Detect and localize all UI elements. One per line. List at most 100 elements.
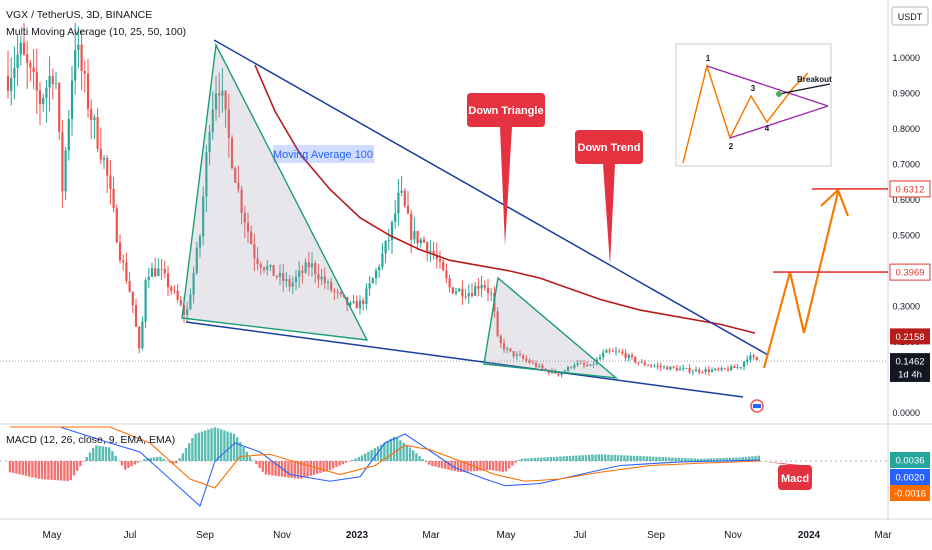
candle-body	[330, 282, 333, 291]
macd-histogram-bar	[114, 455, 117, 461]
macd-histogram-bar	[636, 455, 639, 461]
candle-body	[77, 44, 80, 51]
candle	[42, 93, 45, 112]
macd-histogram-bar	[18, 461, 21, 475]
macd-histogram-bar	[165, 460, 168, 462]
candle-body	[102, 157, 106, 160]
candle	[253, 233, 256, 271]
candle	[10, 57, 13, 106]
candle-body	[394, 213, 397, 222]
candle	[77, 26, 80, 69]
price-tick-label: 0.3000	[892, 302, 920, 312]
macd-histogram-bar	[108, 447, 111, 461]
candle	[224, 90, 227, 128]
candle-body	[614, 351, 618, 353]
candle	[173, 285, 176, 295]
candle	[352, 295, 355, 305]
macd-histogram-bar	[501, 461, 504, 472]
macd-histogram-bar	[296, 461, 300, 479]
candle	[691, 369, 694, 376]
candle-body	[470, 293, 474, 296]
candle	[611, 348, 614, 353]
candle-body	[755, 356, 758, 361]
candle	[614, 346, 618, 356]
price-tag-bg	[890, 328, 930, 345]
candle-body	[576, 362, 579, 366]
macd-histogram-bar	[431, 461, 434, 467]
down-triangle-callout-label: Down Triangle	[468, 105, 543, 117]
macd-histogram-bar	[735, 457, 738, 461]
macd-histogram-bar	[319, 461, 322, 473]
candle	[592, 360, 595, 368]
macd-histogram-bar	[140, 460, 143, 462]
macd-histogram-bar	[261, 461, 264, 472]
candle-body	[675, 367, 678, 371]
candle	[170, 284, 173, 295]
macd-histogram-bar	[408, 447, 412, 461]
macd-histogram-bar	[316, 461, 319, 474]
candle	[211, 91, 214, 140]
candle-body	[643, 362, 646, 366]
macd-histogram-bar	[549, 457, 552, 461]
candles	[6, 22, 758, 378]
candle-body	[106, 157, 109, 176]
candle	[438, 250, 442, 269]
candle	[509, 348, 512, 353]
time-label: Nov	[273, 530, 291, 541]
candle-body	[406, 205, 410, 214]
candle-body	[90, 108, 93, 121]
candle-body	[96, 117, 99, 149]
macd-histogram-bar	[188, 443, 191, 461]
candle	[374, 267, 378, 285]
candle-body	[160, 268, 163, 270]
candle-body	[691, 371, 694, 373]
macd-histogram-bar	[47, 461, 50, 480]
candle-body	[698, 369, 701, 373]
macd-histogram-bar	[415, 453, 418, 461]
price-tag-bg	[890, 365, 930, 382]
candle	[102, 155, 106, 169]
candle	[746, 355, 749, 366]
macd-histogram-bar	[661, 457, 664, 461]
price-tick-label: 0.7000	[892, 160, 920, 170]
macd-tag: -0.0016	[894, 489, 926, 500]
candle	[230, 135, 234, 170]
candle-body	[630, 354, 634, 357]
candle	[147, 267, 150, 289]
macd-histogram-bar	[453, 461, 456, 472]
candle-body	[157, 268, 160, 276]
candle	[528, 358, 531, 364]
candle-body	[608, 350, 611, 352]
candle	[48, 56, 51, 112]
candle	[675, 364, 678, 372]
macd-tag: 0.0020	[895, 473, 924, 484]
macd-tag-bg	[890, 485, 930, 501]
macd-title: MACD (12, 26, close, 9, EMA, EMA)	[6, 434, 176, 446]
candle	[490, 288, 493, 302]
candle-body	[640, 362, 643, 364]
candle-body	[416, 230, 419, 244]
macd-histogram-bar	[581, 455, 584, 461]
candle-body	[333, 290, 336, 292]
candle-body	[355, 301, 358, 309]
candle-body	[566, 366, 570, 371]
candle-body	[16, 54, 19, 68]
candle	[128, 272, 131, 293]
candle	[22, 22, 26, 56]
macd-histogram-bar	[309, 461, 312, 476]
macd-histogram-bar	[63, 461, 66, 481]
candle-body	[298, 270, 301, 277]
macd-histogram-bar	[303, 461, 306, 478]
macd-histogram-bar	[517, 459, 520, 461]
candle	[67, 110, 70, 161]
macd-histogram-bar	[271, 461, 274, 476]
candle	[288, 274, 291, 292]
candle	[726, 365, 730, 372]
macd-histogram-bar	[383, 442, 386, 461]
candle	[582, 360, 586, 369]
inset-breakout-dot	[776, 91, 782, 97]
macd-histogram-bar	[306, 461, 309, 477]
price-tag-bg	[890, 353, 930, 370]
macd-histogram-bar	[447, 461, 450, 470]
